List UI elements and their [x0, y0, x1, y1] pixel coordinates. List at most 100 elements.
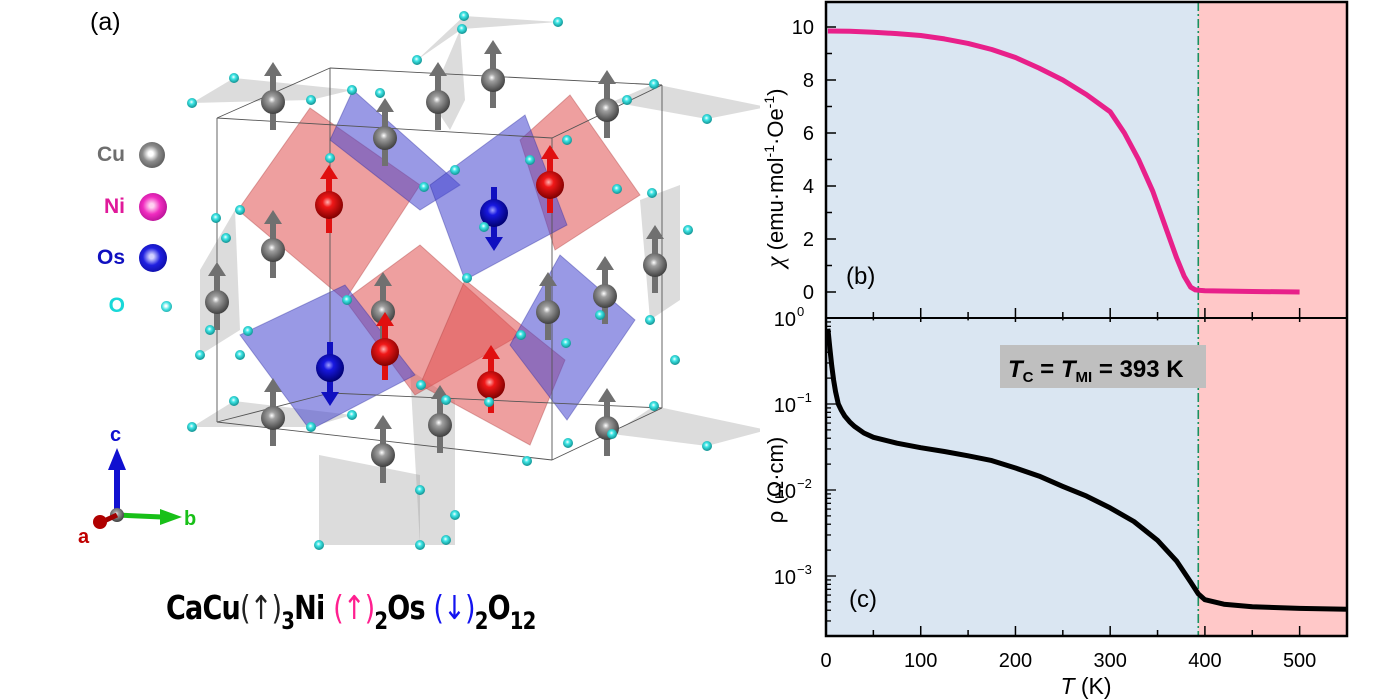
chi-y-tick-label: 8: [803, 70, 814, 92]
oxygen-atom: [553, 17, 563, 27]
transition-annotation: TC = TMI = 393 K: [1008, 356, 1184, 386]
rho-y-axis-title: ρ (Ω·cm): [763, 437, 788, 523]
tc-symbol: T: [1008, 356, 1025, 383]
cu-atom-spin-up: [536, 272, 560, 340]
os-spin-down-arrow-icon: ↓: [443, 588, 466, 627]
oxygen-atom: [221, 233, 231, 243]
oxygen-atom: [187, 422, 197, 432]
os-atom-spin-down: [316, 342, 344, 406]
oxygen-atom: [416, 380, 426, 390]
legend-cu-label: Cu: [97, 143, 125, 166]
oxygen-atom: [683, 225, 693, 235]
oxygen-atom: [622, 95, 632, 105]
cuo4-plane: [640, 185, 680, 320]
rho-y-tick-label: 10: [774, 309, 796, 331]
oxygen-atom: [612, 184, 622, 194]
cu-atom-spin-up: [593, 256, 617, 324]
oxygen-atom: [375, 88, 385, 98]
oxygen-atom: [563, 438, 573, 448]
c-axis-arrowhead: [108, 448, 126, 470]
cuo4-plane: [612, 84, 760, 119]
formula-ni: Ni: [294, 588, 325, 627]
cu-atom-spin-up: [261, 62, 285, 130]
tc-subscript: C: [1023, 369, 1034, 386]
cu-atom-spin-up: [595, 70, 619, 138]
c-axis-label: c: [110, 424, 121, 446]
cu-atom-spin-up: [261, 210, 285, 278]
legend-os-label: Os: [96, 246, 125, 269]
panel-a-label: (a): [90, 8, 121, 36]
oxygen-atom: [441, 535, 451, 545]
oxygen-atom: [235, 205, 245, 215]
axes-indicator: c b a: [78, 424, 196, 548]
oxygen-atom: [325, 153, 335, 163]
cu-spin-up-arrow-icon: ↑: [249, 588, 273, 627]
chi-y-tick-label: 6: [803, 123, 814, 145]
oxygen-atom: [462, 273, 472, 283]
cu-subscript: 3: [281, 607, 295, 635]
ni-sphere-icon: [139, 193, 167, 221]
oxygen-atom: [525, 155, 535, 165]
x-tick-label: 200: [999, 650, 1032, 672]
cu-atom-spin-up: [426, 62, 450, 130]
oxygen-atom: [211, 213, 221, 223]
x-tick-label: 0: [820, 650, 831, 672]
oxygen-atom: [562, 135, 572, 145]
oxygen-atom: [647, 188, 657, 198]
chi-y-tick-label: 10: [792, 17, 814, 39]
transition-annotation-box: [1000, 345, 1206, 388]
rho-y-tick-exponent: −1: [797, 390, 812, 405]
oxygen-atom: [306, 95, 316, 105]
legend-ni: Ni: [85, 193, 167, 221]
o-sphere-icon: [161, 300, 172, 312]
ni-subscript: 2: [374, 607, 388, 635]
oxygen-atom: [314, 540, 324, 550]
oxygen-atom: [347, 410, 357, 420]
b-axis-arrow: [116, 512, 163, 520]
oxygen-atom: [187, 98, 197, 108]
chi-y-tick-label: 0: [803, 282, 814, 304]
cu-atom-spin-up: [371, 272, 395, 340]
oxygen-atom: [415, 540, 425, 550]
cu-atom-spin-up: [373, 98, 397, 166]
chi-y-tick-label: 2: [803, 229, 814, 251]
oxygen-atom: [607, 429, 617, 439]
cu-sphere-icon: [139, 142, 165, 168]
ni-spin-up-arrow-icon: ↑: [342, 588, 366, 627]
chemical-formula: CaCu(↑)3Ni (↑)2Os (↓)2O12: [166, 588, 536, 635]
x-tick-label: 300: [1093, 650, 1126, 672]
oxygen-atom: [649, 401, 659, 411]
x-tick-label: 500: [1283, 650, 1316, 672]
ni-atom-spin-up: [477, 345, 505, 413]
resistivity-vs-temperature-chart: [825, 328, 1348, 612]
chi-unit-end: ): [763, 89, 788, 96]
annotation-value: = 393 K: [1092, 356, 1184, 383]
ni-spin-group: (↑): [333, 588, 375, 627]
x-tick-label: 400: [1188, 650, 1221, 672]
chi-unit-part1: (emu·mol: [763, 157, 788, 250]
os-sphere-icon: [139, 244, 167, 272]
o-subscript: 12: [509, 607, 537, 635]
legend-o: O: [85, 294, 172, 318]
os-subscript: 2: [474, 607, 489, 635]
legend-ni-label: Ni: [104, 195, 125, 218]
legend-os: Os: [85, 244, 167, 272]
oxygen-atom: [516, 330, 526, 340]
oxygen-atom: [459, 11, 469, 21]
cu-atom-spin-up: [371, 415, 395, 483]
chi-y-tick-label: 4: [803, 176, 814, 198]
rho-curve: [825, 328, 1348, 612]
oxygen-atom: [235, 350, 245, 360]
oxygen-atom: [306, 422, 316, 432]
legend-cu: Cu: [85, 142, 165, 168]
oxygen-atom: [412, 55, 422, 65]
oxygen-atom: [441, 395, 451, 405]
rho-y-tick-label: 10: [774, 395, 796, 417]
ni-atom-spin-up: [371, 312, 399, 380]
chi-vs-temperature-chart: [827, 28, 1300, 295]
oxygen-atom: [195, 350, 205, 360]
b-axis-arrowhead: [160, 509, 182, 525]
annotation-equals: =: [1034, 356, 1061, 383]
cu-atom-spin-up: [205, 262, 229, 330]
